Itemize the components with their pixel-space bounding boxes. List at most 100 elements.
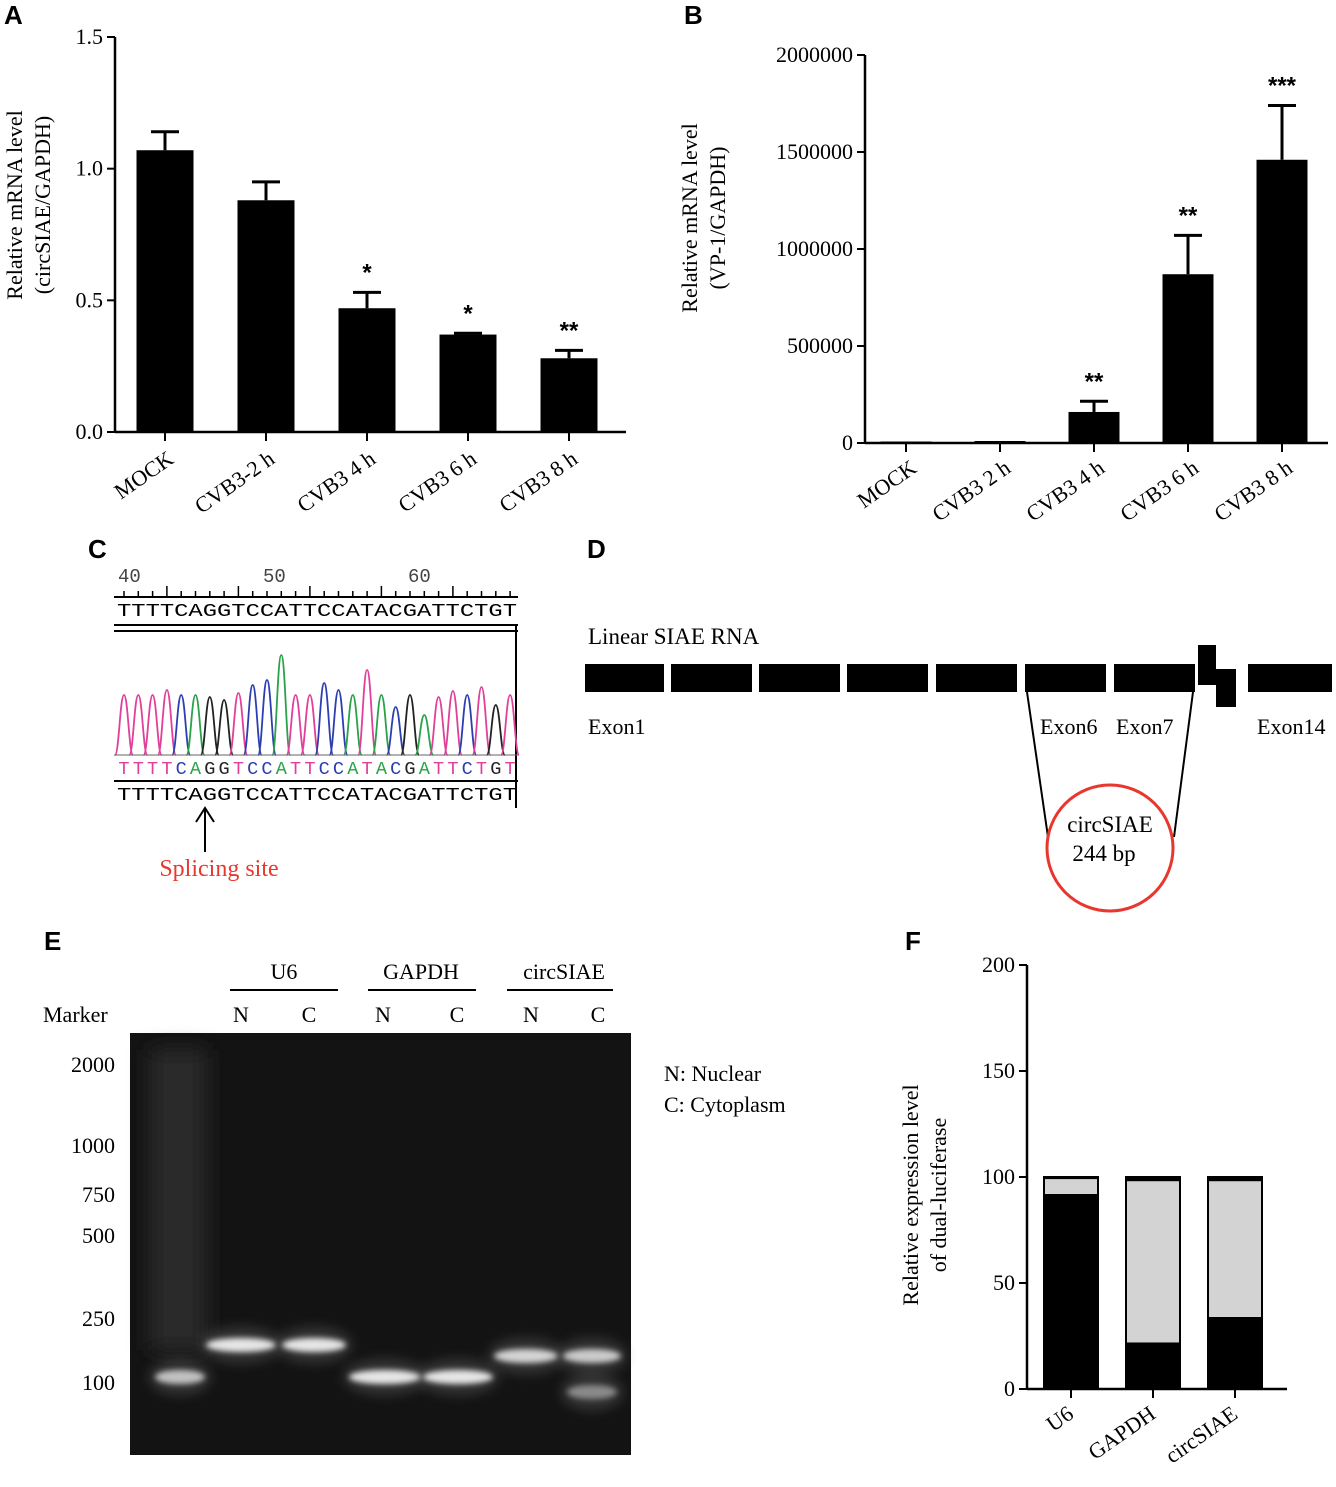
lane-label: C [302,1002,317,1027]
chromatogram-peaks [114,654,520,756]
called-base: A [419,759,431,780]
significance-mark: ** [1085,368,1104,395]
x-tick-label: CVB3-2 h [190,446,279,519]
trace-peak [214,699,234,756]
x-tick-label: MOCK [109,446,178,504]
splice-line-right [1173,691,1194,838]
exon-diagram: Linear SIAE RNA Exon1 Exon6 Exon7 Exon14… [585,624,1332,913]
trace-peak [142,694,163,756]
ruler-60: 60 [408,566,431,588]
circrna-circle [1045,783,1175,913]
y-tick-label: 150 [982,1058,1015,1083]
ladder-750: 750 [82,1182,115,1207]
called-base: T [290,759,301,780]
circ-size: 244 bp [1072,841,1135,866]
sequence-top: TTTTCAGGTCCATTCCATACGATTCTGT [117,601,517,622]
exon-block-6 [1025,664,1106,692]
exon-block-14 [1248,664,1332,692]
y-tick-label: 0.5 [76,287,104,312]
ruler-40: 40 [118,566,141,588]
panel-label-d: D [587,534,606,564]
called-base: T [447,759,458,780]
y-tick-label: 1000000 [776,236,853,261]
panel-label-c: C [88,534,107,564]
bar [540,358,598,432]
ruler-50: 50 [263,566,286,588]
x-tick-label: CVB3 4 h [292,446,379,518]
x-tick-label: CVB3 8 h [494,446,581,518]
called-base: T [147,759,158,780]
chart-f-ylabel-line2: of dual-luciferase [926,1118,951,1273]
y-tick-label: 50 [993,1270,1015,1295]
trace-peak [400,694,420,756]
called-base: T [433,759,444,780]
stack-segment [1126,1342,1180,1389]
lane-label: N [375,1002,391,1027]
trace-peak [443,690,463,756]
lane-label: N [523,1002,539,1027]
linear-title: Linear SIAE RNA [588,624,760,649]
x-tick-label: MOCK [852,455,921,513]
trace-peak [114,694,134,756]
lane-label: N [233,1002,249,1027]
stack-segment [1208,1316,1262,1389]
significance-mark: ** [1179,202,1198,229]
exon-block [847,664,928,692]
trace-peak [171,694,192,756]
trace-peak [385,706,406,756]
ladder-500: 500 [82,1223,115,1248]
bar [1256,159,1308,443]
x-tick-label: CVB3 2 h [927,455,1014,527]
bar [1162,274,1214,443]
significance-mark: ** [560,317,579,344]
trace-peak [357,669,377,756]
trace-peak [257,679,277,756]
called-base: T [505,759,516,780]
trace-peak [285,694,306,756]
panel-label-b: B [684,0,703,30]
exon1-label: Exon1 [588,714,645,739]
called-base: C [319,759,330,780]
gel-band [494,1349,558,1363]
stack-segment [1208,1177,1262,1182]
lane-label: C [450,1002,465,1027]
called-base: T [233,759,244,780]
gel-band [567,1385,617,1399]
ruler-ticks [123,586,511,597]
panel-label-f: F [905,926,921,956]
bar [338,308,396,432]
trace-peak [371,694,392,756]
called-base: G [204,759,215,780]
gel-band [423,1370,493,1384]
exon6-label: Exon6 [1040,714,1097,739]
y-tick-label: 0 [1004,1376,1015,1401]
trace-peak [500,694,520,756]
called-base: T [161,759,172,780]
gel-panel: U6 GAPDH circSIAE Marker N C N C N C 200… [43,959,786,1455]
gel-band [206,1338,276,1352]
x-tick-label: circSIAE [1160,1401,1241,1468]
called-base: C [261,759,272,780]
called-base: C [462,759,473,780]
trace-peak [342,694,363,756]
trace-peak [185,694,206,756]
called-base: T [362,759,373,780]
y-tick-label: 100 [982,1164,1015,1189]
chart-a: Relative mRNA level (circSIAE/GAPDH) 0.0… [2,24,626,518]
marker-smear [150,1050,206,1350]
group-label-u6: U6 [271,959,298,984]
y-tick-label: 0 [842,430,853,455]
chart-f-ylabel-line1: Relative expression level [898,1084,923,1305]
trace-peak [128,694,149,756]
trace-peak [314,682,335,756]
called-base: G [490,759,501,780]
trace-peak [300,694,320,756]
called-base: T [118,759,129,780]
trace-peak [471,686,492,756]
y-tick-label: 0.0 [76,419,104,444]
exon-block [759,664,840,692]
trace-peak [199,696,220,756]
group-label-circsiae: circSIAE [523,959,605,984]
